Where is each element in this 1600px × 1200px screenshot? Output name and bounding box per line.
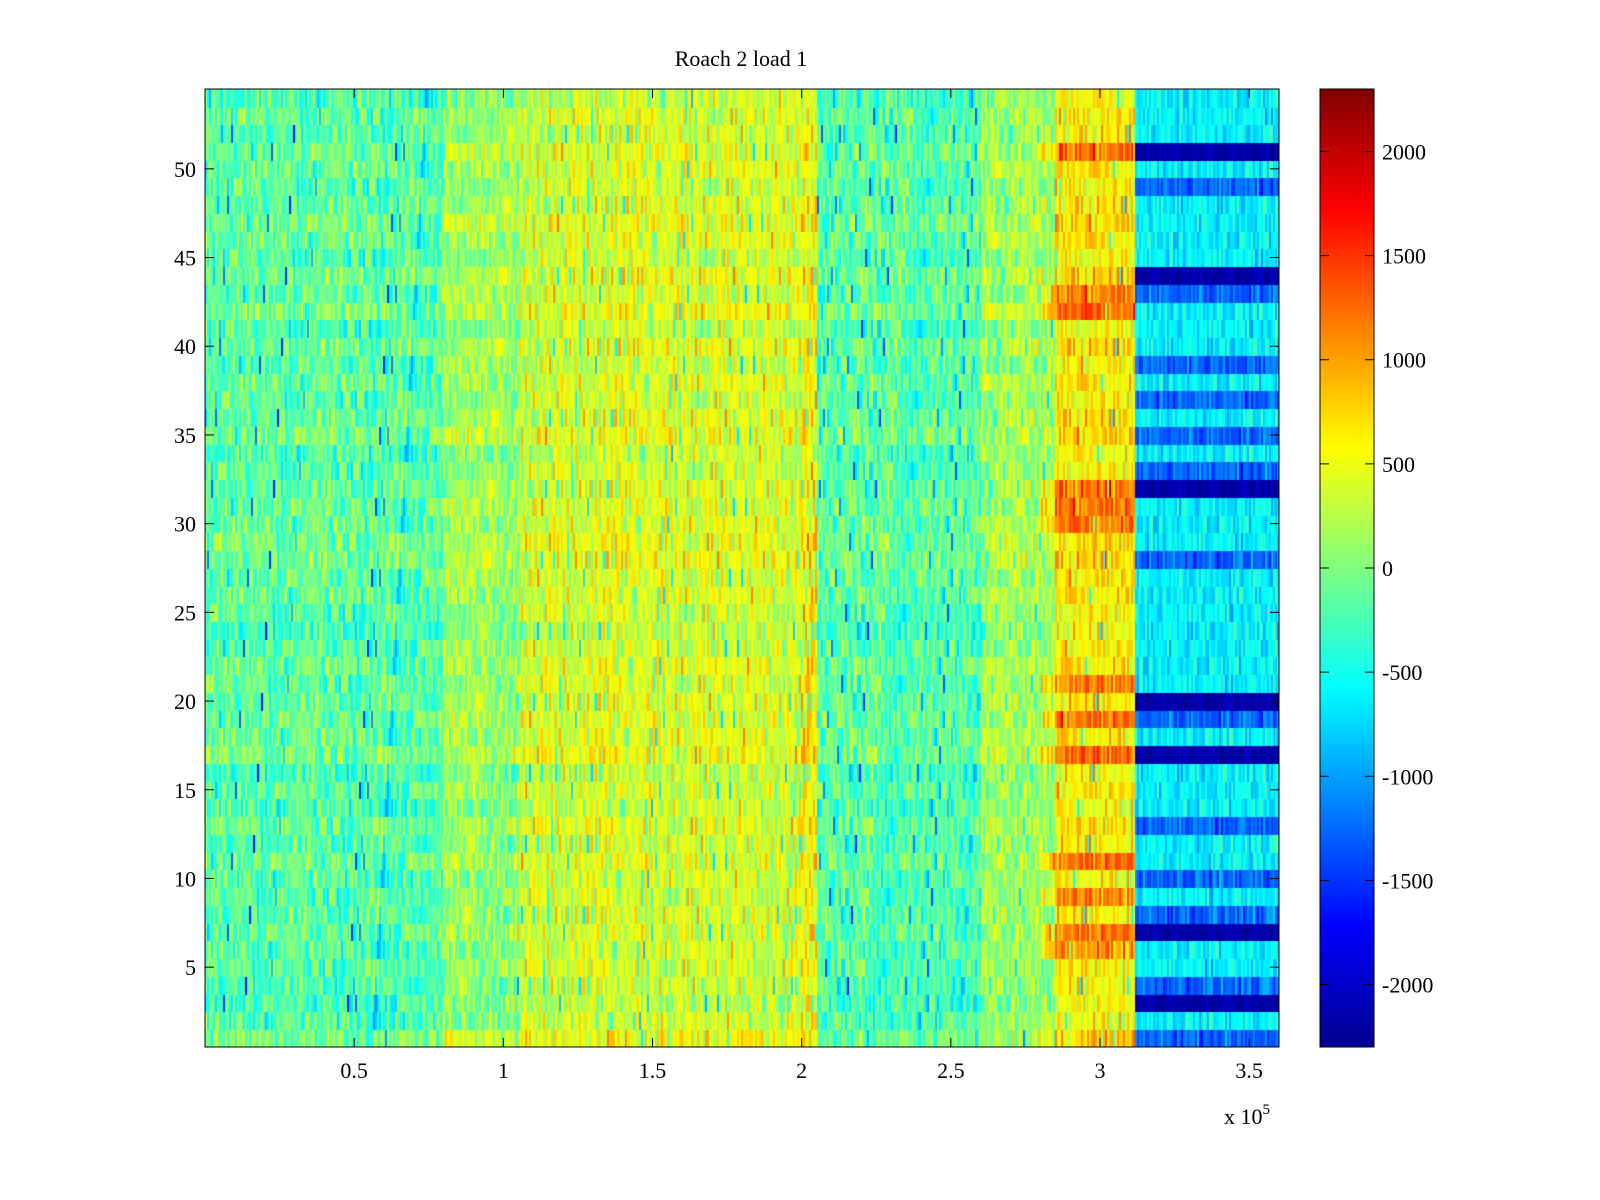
colorbar-tick-label: -1000 <box>1382 764 1433 789</box>
y-tick-label: 40 <box>174 334 196 359</box>
x-multiplier-label: x 105 <box>1224 1102 1270 1129</box>
y-tick-label: 5 <box>185 955 196 980</box>
colorbar-tick-label: -1500 <box>1382 868 1433 893</box>
colorbar-tick-label: 2000 <box>1382 139 1426 164</box>
y-tick-label: 50 <box>174 157 196 182</box>
colorbar-tick-label: 1000 <box>1382 348 1426 373</box>
x-multiplier-exponent: 5 <box>1263 1102 1271 1118</box>
chart-title: Roach 2 load 1 <box>675 46 808 71</box>
colorbar-tick-label: -500 <box>1382 660 1422 685</box>
heatmap-image <box>205 89 1279 1047</box>
x-tick-label: 1 <box>498 1058 509 1083</box>
x-tick-label: 3 <box>1095 1058 1106 1083</box>
y-tick-label: 30 <box>174 512 196 537</box>
x-tick-label: 2.5 <box>937 1058 965 1083</box>
y-tick-label: 15 <box>174 778 196 803</box>
y-tick-label: 45 <box>174 246 196 271</box>
x-multiplier-base: x 10 <box>1224 1104 1263 1129</box>
heatmap-plot-area <box>204 88 1280 1048</box>
x-tick-label: 1.5 <box>639 1058 667 1083</box>
colorbar-ticks: 2000 1500 1000 500 0 -500 -1000 -1500 -2000 <box>1320 139 1433 998</box>
x-tick-label: 2 <box>796 1058 807 1083</box>
y-tick-label: 10 <box>174 866 196 891</box>
colorbar: 2000 1500 1000 500 0 -500 -1000 -1500 -2000 <box>1319 88 1433 1048</box>
colorbar-tick-label: 0 <box>1382 556 1393 581</box>
y-tick-label: 25 <box>174 600 196 625</box>
y-tick-label: 35 <box>174 423 196 448</box>
x-axis-ticks: 0.5 1 1.5 2 2.5 3 3.5 <box>340 89 1263 1083</box>
y-axis-ticks: 5 10 15 20 25 30 35 40 45 50 <box>174 157 1279 980</box>
plot-frame <box>204 88 1280 1048</box>
colorbar-tick-label: 500 <box>1382 452 1415 477</box>
colorbar-tick-label: 1500 <box>1382 244 1426 269</box>
x-tick-label: 0.5 <box>340 1058 368 1083</box>
y-tick-label: 20 <box>174 689 196 714</box>
colorbar-tick-label: -2000 <box>1382 973 1433 998</box>
x-tick-label: 3.5 <box>1235 1058 1263 1083</box>
